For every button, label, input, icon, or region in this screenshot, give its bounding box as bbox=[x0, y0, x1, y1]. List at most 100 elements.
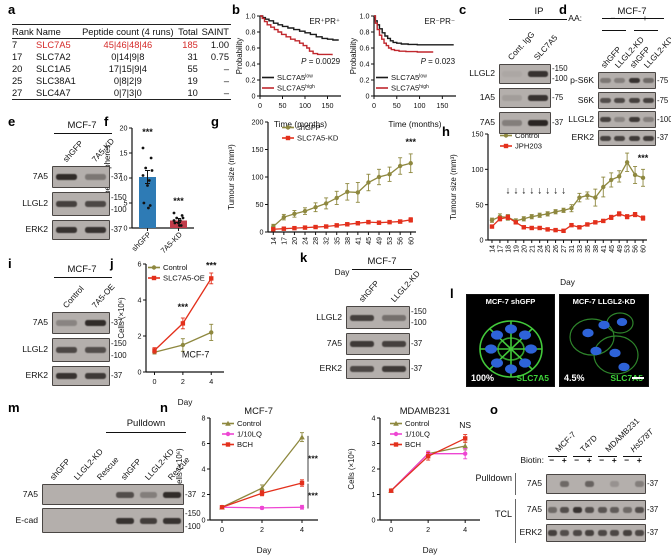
mw-marker: -37 bbox=[552, 118, 564, 127]
underline bbox=[54, 133, 112, 135]
table-column-header: Peptide count (4 runs) bbox=[82, 24, 174, 39]
scatter-point bbox=[178, 224, 181, 227]
westernblot-7a5kd: MCF-7 shGFP 7A5-KD 7A5 -37 LLGL2 -150 -100 ERK2 -… bbox=[8, 116, 138, 248]
data-point bbox=[345, 189, 350, 195]
data-point bbox=[640, 175, 646, 181]
data-point bbox=[285, 125, 291, 130]
legend-label: shGFP bbox=[297, 123, 321, 132]
x-tick-label: 45 bbox=[609, 245, 616, 253]
y-tick-label: 0 bbox=[372, 516, 376, 525]
protein-band bbox=[643, 78, 655, 83]
legend-label: SLC7A5low bbox=[277, 73, 313, 82]
protein-band bbox=[643, 98, 655, 103]
protein-band bbox=[502, 120, 522, 126]
protein-band bbox=[597, 530, 607, 536]
mw-marker: -37 bbox=[185, 489, 197, 499]
data-point bbox=[489, 224, 495, 229]
data-point bbox=[313, 224, 318, 230]
underline bbox=[634, 30, 658, 32]
table-cell-total: 185 bbox=[182, 40, 198, 50]
x-tick-label: 150 bbox=[322, 101, 334, 110]
scatter-point bbox=[149, 156, 153, 160]
y-tick-label: 0.8 bbox=[360, 28, 370, 37]
y-tick-label: 1.0 bbox=[360, 12, 370, 21]
table-cell-name: SLC1A5 bbox=[36, 64, 71, 74]
data-point bbox=[462, 436, 468, 441]
x-tick-label: 28 bbox=[313, 237, 320, 245]
protein-band bbox=[610, 507, 620, 513]
scatter-point bbox=[172, 219, 176, 222]
mw-marker: -37 bbox=[411, 364, 423, 373]
protein-band bbox=[84, 373, 107, 379]
protein-label: 7A5 bbox=[326, 338, 342, 348]
protein-band bbox=[599, 98, 611, 103]
protein-band bbox=[502, 95, 522, 101]
x-tick-label: 19 bbox=[513, 245, 520, 253]
y-tick-label: 2 bbox=[138, 332, 142, 341]
mw-marker: -37 bbox=[411, 339, 423, 348]
y-tick-label: 0.2 bbox=[246, 76, 256, 85]
series-line-SLC7A5high bbox=[260, 15, 333, 56]
legend-label: Control bbox=[237, 419, 262, 428]
y-tick-label: 0 bbox=[252, 92, 256, 101]
y-tick-label: 2 bbox=[372, 465, 376, 474]
table-cell-rank: 27 bbox=[12, 87, 37, 100]
blot-title: MCF-7 bbox=[67, 264, 97, 275]
blot-strip-1A5 bbox=[499, 88, 551, 108]
protein-band bbox=[84, 174, 107, 180]
protein-band bbox=[628, 117, 640, 122]
y-tick-label: 0 bbox=[138, 368, 142, 377]
series-line-BCH bbox=[390, 437, 466, 492]
y-tick-label: 1 bbox=[372, 490, 376, 499]
table-cell-total: 31 bbox=[187, 52, 198, 62]
lane-label: Rescue bbox=[166, 455, 192, 482]
data-point bbox=[313, 205, 318, 210]
biotin-label: Biotin: bbox=[520, 455, 544, 465]
panel-letter-e: e bbox=[8, 114, 16, 129]
x-tick-label: 38 bbox=[345, 237, 352, 245]
protein-label: 7A5 bbox=[32, 171, 48, 181]
x-tick-label: 27 bbox=[561, 245, 568, 253]
legend-label: 1/10LQ bbox=[405, 430, 430, 439]
annotation: *** bbox=[638, 153, 649, 163]
protein-band bbox=[55, 347, 78, 353]
blot-strip-ERK2 bbox=[346, 359, 410, 379]
scatter-point bbox=[148, 204, 152, 207]
panel-letter-n: n bbox=[160, 400, 168, 415]
data-point bbox=[209, 330, 214, 335]
lane-label: Control bbox=[61, 284, 86, 310]
protein-band bbox=[560, 481, 570, 487]
scatter-point bbox=[142, 201, 146, 205]
x-tick-label: 35 bbox=[334, 237, 341, 245]
protein-band bbox=[163, 491, 181, 498]
p-value: P = 0.0029 bbox=[301, 57, 340, 66]
x-tick-label: 38 bbox=[593, 245, 600, 253]
blot-strip-E-cad bbox=[42, 508, 184, 533]
protein-band bbox=[643, 135, 655, 141]
annotation: *** bbox=[308, 453, 319, 463]
significance: *** bbox=[173, 196, 184, 206]
legend-label: SLC7A5low bbox=[391, 73, 427, 82]
protein-band bbox=[585, 481, 595, 487]
data-point bbox=[259, 485, 265, 491]
x-tick-label: 25 bbox=[545, 245, 552, 253]
treatment-arrow: ↓ bbox=[553, 185, 558, 196]
y-tick-label: 0 bbox=[260, 228, 264, 237]
protein-band bbox=[528, 120, 548, 126]
data-point bbox=[299, 434, 305, 440]
data-point bbox=[513, 220, 519, 225]
protein-band bbox=[547, 530, 557, 536]
protein-band bbox=[55, 174, 78, 180]
y-tick-label: 0.4 bbox=[246, 60, 256, 69]
scatter-point bbox=[146, 184, 149, 187]
y-tick-label: 6 bbox=[138, 260, 142, 269]
blot-strip-ERK2 bbox=[52, 220, 110, 240]
protein-band bbox=[560, 507, 570, 513]
tumour-growth-chart-slc7a5kd: 0 50 100 150 200 14 17 20 24 28 32 35 38 41 45 49 53 56 60… bbox=[227, 118, 416, 277]
table-cell-peptides: 0|8|2|9 bbox=[113, 76, 142, 86]
table-cell-name: SLC4A7 bbox=[36, 87, 83, 100]
protein-label: S6K bbox=[577, 94, 594, 105]
table-cell-rank: 25 bbox=[12, 76, 23, 86]
